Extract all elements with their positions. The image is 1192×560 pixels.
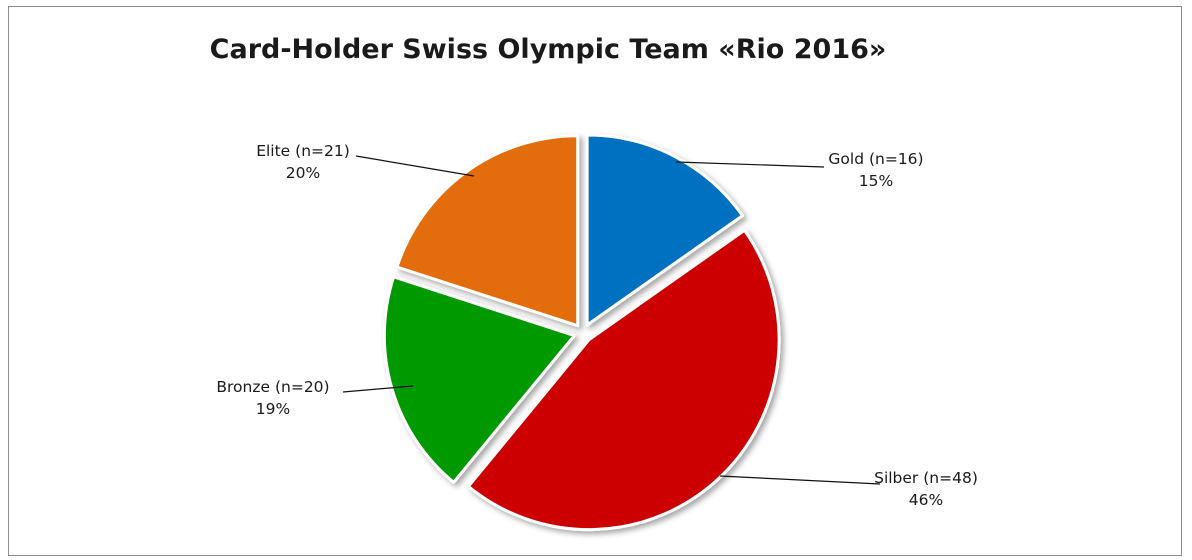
- chart-title: Card-Holder Swiss Olympic Team «Rio 2016…: [210, 34, 887, 65]
- data-label-percent-bronze: 19%: [256, 400, 290, 418]
- data-label-name-gold: Gold (n=16): [828, 150, 923, 168]
- pie-slice-gold: [585, 133, 745, 327]
- leader-line-silber: [719, 475, 881, 485]
- data-label-percent-silber: 46%: [909, 491, 943, 509]
- leader-line-gold: [675, 161, 825, 168]
- leader-lines: [342, 155, 881, 485]
- data-label-percent-elite: 20%: [286, 164, 320, 182]
- leader-line-bronze: [342, 385, 414, 393]
- pie-slices: [382, 133, 781, 532]
- pie-slice-silber: [466, 228, 781, 532]
- leader-line-elite: [355, 155, 475, 177]
- pie-slice-bronze: [382, 275, 576, 484]
- data-label-percent-gold: 15%: [859, 172, 893, 190]
- data-label-name-elite: Elite (n=21): [256, 142, 350, 160]
- data-labels: Gold (n=16) 15% Silber (n=48) 46% Bronze (n=…: [216, 142, 977, 509]
- pie-slice-elite: [395, 134, 580, 328]
- data-label-name-bronze: Bronze (n=20): [216, 378, 329, 396]
- data-label-name-silber: Silber (n=48): [874, 469, 978, 487]
